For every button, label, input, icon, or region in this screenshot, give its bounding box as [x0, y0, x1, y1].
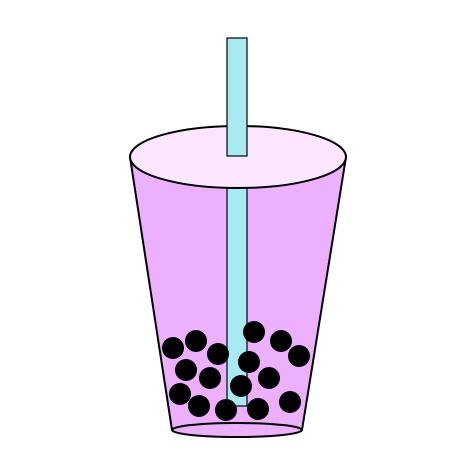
pearl: [207, 343, 229, 365]
straw-lower: [226, 187, 248, 407]
pearl: [215, 399, 237, 421]
pearl: [243, 321, 265, 343]
pearl: [185, 330, 207, 352]
pearl: [288, 345, 310, 367]
pearl: [188, 395, 210, 417]
pearl: [169, 383, 191, 405]
pearl: [270, 330, 292, 352]
pearl: [279, 391, 301, 413]
tapioca-pearls: [162, 321, 310, 421]
pearl: [199, 367, 221, 389]
straw-upper: [226, 37, 248, 157]
pearl: [230, 375, 252, 397]
pearl: [247, 398, 269, 420]
pearl: [175, 359, 197, 381]
pearl: [238, 351, 260, 373]
pearl: [258, 367, 280, 389]
cup-bottom: [171, 422, 303, 438]
pearl: [162, 337, 184, 359]
